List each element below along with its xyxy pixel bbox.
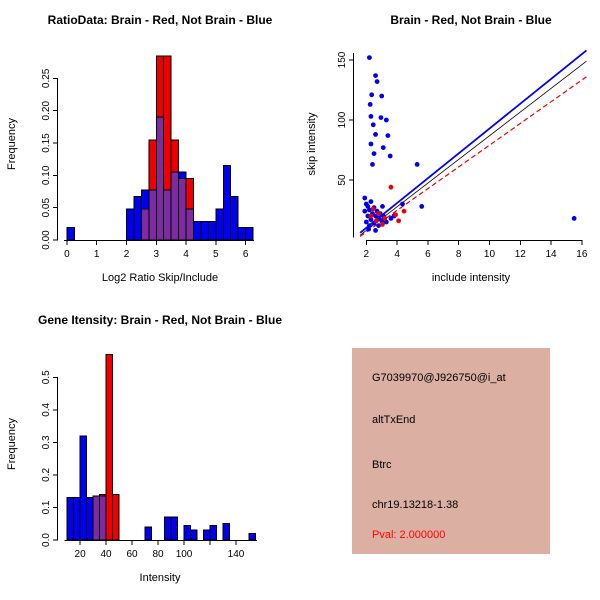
intensity-scatter-chart: 2 4 6 8 10 12 14 16 50 100 150 Brain - Red, Not Bra… — [306, 13, 588, 284]
gene-info-box: G7039970@J926750@i_at altTxEnd Btrc chr1… — [352, 348, 550, 554]
intensity_scatter-fit-lines — [359, 49, 588, 237]
x-tick-label: 3 — [153, 249, 159, 260]
reference-line — [359, 60, 587, 236]
x-tick-label: 140 — [228, 549, 245, 560]
x-tick-label: 10 — [484, 249, 496, 260]
x-tick-label: 6 — [425, 249, 431, 260]
x-axis-label: include intensity — [432, 272, 511, 284]
x-tick-label: 20 — [75, 549, 87, 560]
x-tick-label: 80 — [152, 549, 164, 560]
blue-fit-line — [359, 49, 588, 234]
y-tick-label: 0.10 — [41, 165, 52, 185]
intensity-scatter-panel: 2 4 6 8 10 12 14 16 50 100 150 Brain - Red, Not Bra… — [300, 0, 600, 300]
y-tick-label: 50 — [337, 174, 348, 186]
x-tick-label: 100 — [176, 549, 193, 560]
y-tick-label: 0.3 — [41, 435, 52, 449]
chart-title: Brain - Red, Not Brain - Blue — [390, 13, 552, 27]
x-tick-label: 16 — [576, 249, 588, 260]
x-tick-label: 4 — [183, 249, 189, 260]
pval-text: Pval: 2.000000 — [372, 529, 446, 541]
x-tick-label: 2 — [124, 249, 130, 260]
gene_hist-axes — [53, 376, 257, 545]
x-tick-label: 8 — [456, 249, 462, 260]
chart-title: RatioData: Brain - Red, Not Brain - Blue — [48, 13, 273, 27]
y-tick-label: 150 — [337, 51, 348, 68]
intensity_scatter-axes — [349, 52, 583, 245]
x-axis-label: Intensity — [140, 572, 181, 584]
y-tick-label: 0.20 — [41, 101, 52, 121]
probe-id-text: G7039970@J926750@i_at — [372, 372, 506, 384]
red-fit-line — [359, 76, 587, 237]
x-tick-label: 1 — [94, 249, 100, 260]
event-type-text: altTxEnd — [372, 414, 416, 426]
y-axis-label: Frequency — [6, 118, 18, 170]
intensity_scatter-points — [362, 55, 577, 233]
ratio_hist-bars — [66, 55, 254, 241]
gene-name-text: Btrc — [372, 459, 392, 471]
y-tick-label: 0.00 — [41, 230, 52, 250]
y-axis-label: Frequency — [6, 418, 18, 470]
x-axis-label: Log2 Ratio Skip/Include — [102, 272, 218, 284]
y-tick-label: 0.2 — [41, 468, 52, 482]
gene-intensity-histogram-chart: 20 40 60 80 100 140 0.0 0.1 0.2 0.3 0.4 0.5 Gene Ite… — [6, 313, 282, 584]
y-tick-label: 0.4 — [41, 402, 52, 416]
x-tick-label: 12 — [515, 249, 527, 260]
y-tick-label: 0.25 — [41, 68, 52, 88]
gene_hist-bars — [66, 354, 257, 541]
y-tick-label: 0.5 — [41, 370, 52, 384]
y-axis-label: skip intensity — [306, 112, 318, 175]
x-tick-label: 2 — [364, 249, 370, 260]
x-tick-label: 60 — [127, 549, 139, 560]
chart-title: Gene Itensity: Brain - Red, Not Brain - … — [38, 313, 282, 327]
x-tick-label: 40 — [101, 549, 113, 560]
x-tick-label: 14 — [545, 249, 557, 260]
y-tick-label: 0.0 — [41, 533, 52, 547]
x-tick-label: 6 — [243, 249, 249, 260]
ratio-histogram-chart: 0 1 2 3 4 5 6 0.00 0.05 0.10 0.15 0.20 0.25 RatioData… — [6, 13, 273, 284]
x-tick-label: 4 — [394, 249, 400, 260]
y-tick-label: 100 — [337, 111, 348, 128]
y-tick-label: 0.1 — [41, 500, 52, 514]
y-tick-label: 0.15 — [41, 133, 52, 153]
x-tick-label: 0 — [64, 249, 70, 260]
ratio-histogram-panel: 0 1 2 3 4 5 6 0.00 0.05 0.10 0.15 0.20 0.25 RatioData… — [0, 0, 300, 300]
x-tick-label: 5 — [213, 249, 219, 260]
locus-text: chr19.13218-1.38 — [372, 499, 459, 511]
gene-intensity-histogram-panel: 20 40 60 80 100 140 0.0 0.1 0.2 0.3 0.4 0.5 Gene Ite… — [0, 300, 300, 600]
y-tick-label: 0.05 — [41, 198, 52, 218]
info-panel: G7039970@J926750@i_at altTxEnd Btrc chr1… — [300, 300, 600, 600]
ratio_hist-axes — [53, 77, 254, 245]
